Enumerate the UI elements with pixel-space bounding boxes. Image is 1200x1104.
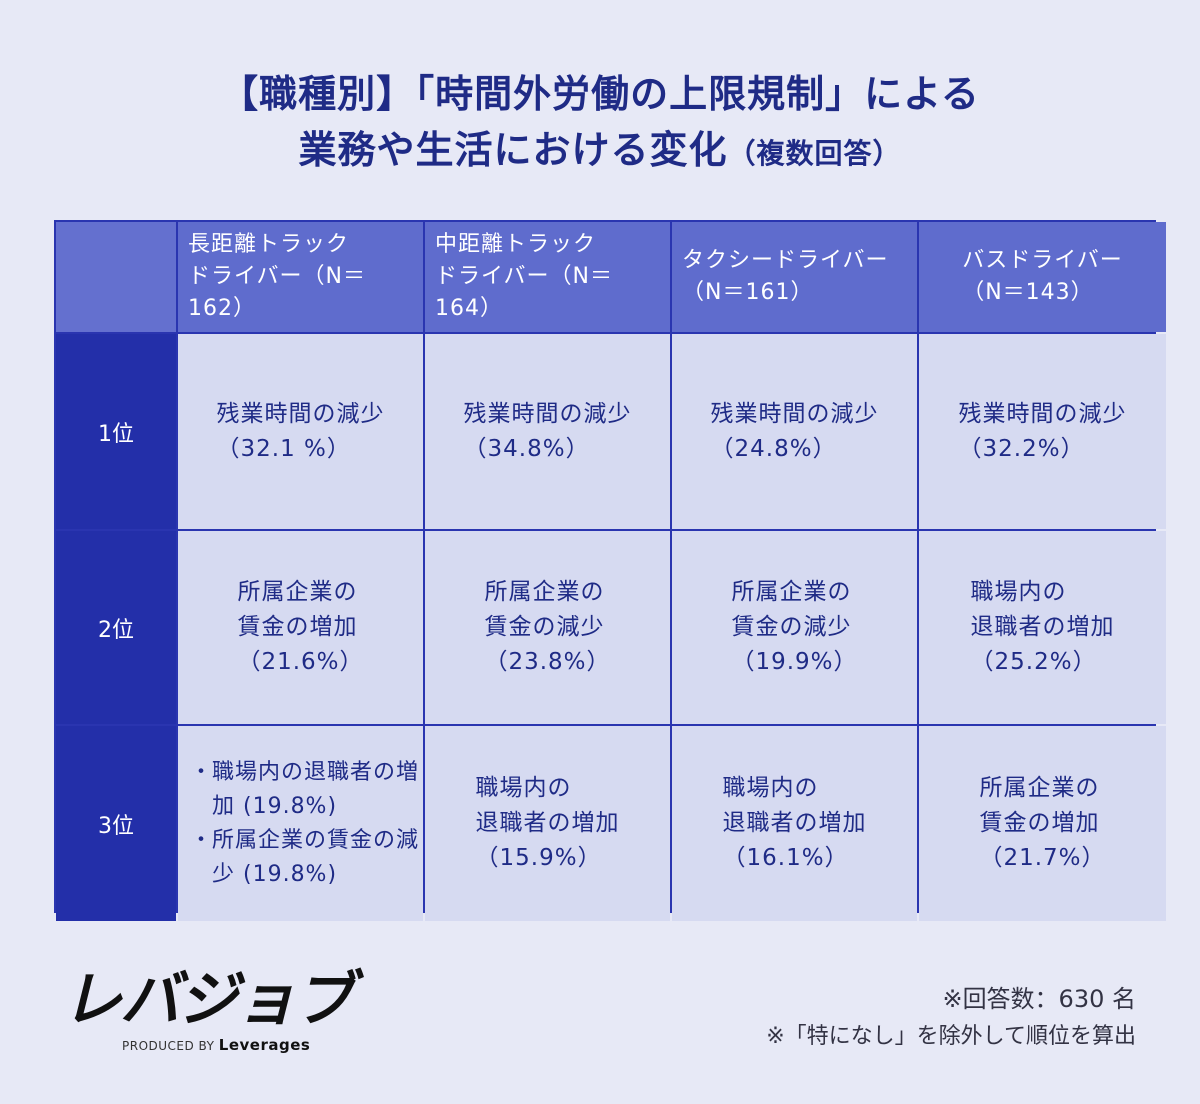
exclusion-note: ※「特になし」を除外して順位を算出 xyxy=(766,1024,1136,1049)
result-line: （15.9%） xyxy=(475,845,602,871)
result-bullet-text: 所属企業の賃金の減少 (19.8%) xyxy=(212,827,420,887)
chart-title: 【職種別】「時間外労働の上限規制」による 業務や生活における変化（複数回答） xyxy=(0,70,1200,182)
result-line: 退職者の増加 xyxy=(475,810,620,836)
result-cell: ・職場内の退職者の増加 (19.8%) ・所属企業の賃金の減少 (19.8%) xyxy=(178,726,423,921)
footnotes: ※回答数：630 名 ※「特になし」を除外して順位を算出 xyxy=(766,980,1136,1056)
result-line: 所属企業の xyxy=(237,579,358,605)
produced-by-label: PRODUCED BY xyxy=(122,1039,215,1053)
result-text: 残業時間の減少 （24.8%） xyxy=(711,397,879,467)
column-header-line-1: バスドライバー xyxy=(962,248,1123,273)
result-line: （21.7%） xyxy=(979,845,1106,871)
result-line: （25.2%） xyxy=(970,649,1097,675)
result-line: 残業時間の減少 xyxy=(958,400,1127,427)
bullet-dot: ・ xyxy=(190,759,214,785)
column-header-line-2: （N＝143） xyxy=(962,280,1094,305)
result-text: 職場内の退職者の増加 （16.1%） xyxy=(723,771,867,876)
rank-label-2: 2位 xyxy=(56,531,176,724)
result-cell: 所属企業の賃金の増加 （21.6%） xyxy=(178,531,423,724)
result-line: （19.9%） xyxy=(731,649,858,675)
result-cell: 残業時間の減少 （24.8%） xyxy=(672,334,917,529)
result-line: 残業時間の減少 xyxy=(710,400,879,427)
result-line: （16.1%） xyxy=(722,845,849,871)
result-text: 所属企業の賃金の減少 （23.8%） xyxy=(484,575,610,680)
result-text: 所属企業の賃金の増加 （21.6%） xyxy=(237,575,363,680)
result-line: 残業時間の減少 xyxy=(216,400,385,427)
result-bullet-list: ・職場内の退職者の増加 (19.8%) ・所属企業の賃金の減少 (19.8%) xyxy=(178,756,423,892)
result-bullet-item: ・職場内の退職者の増加 (19.8%) xyxy=(178,756,423,824)
result-line: 残業時間の減少 xyxy=(463,400,632,427)
result-line: 賃金の減少 xyxy=(731,614,852,640)
result-text: 残業時間の減少 （34.8%） xyxy=(464,397,632,467)
bullet-dot: ・ xyxy=(190,827,214,853)
column-header-text: 中距離トラックドライバー（N＝164） xyxy=(435,229,670,325)
column-header-line-1: 中距離トラック xyxy=(435,232,597,257)
brand-name: Leverages xyxy=(218,1036,311,1054)
result-cell: 残業時間の減少 （34.8%） xyxy=(425,334,670,529)
result-text: 所属企業の賃金の増加 （21.7%） xyxy=(979,771,1105,876)
result-text: 残業時間の減少 （32.2%） xyxy=(959,397,1127,467)
logo-produced-by: PRODUCED BY Leverages xyxy=(122,1036,352,1054)
rank-label-1: 1位 xyxy=(56,334,176,529)
result-line: （32.1 %） xyxy=(216,435,351,462)
result-cell: 所属企業の賃金の増加 （21.7%） xyxy=(919,726,1166,921)
column-header-line-2: ドライバー（N＝164） xyxy=(435,264,614,321)
title-line-2: 業務や生活における変化（複数回答） xyxy=(0,122,1200,182)
result-cell: 所属企業の賃金の減少 （23.8%） xyxy=(425,531,670,724)
result-line: 職場内の xyxy=(475,775,572,801)
column-header-1: 長距離トラックドライバー（N＝162） xyxy=(178,222,423,332)
result-line: 職場内の xyxy=(970,579,1067,605)
ranking-table: 長距離トラック ドライバー（N＝162） 中距離トラック ドライバー（N＝164） タク… xyxy=(54,220,1166,921)
logo-wordmark: レバジョブ xyxy=(62,965,354,1035)
result-line: 賃金の増加 xyxy=(979,810,1100,836)
column-header-2: 中距離トラックドライバー（N＝164） xyxy=(425,222,670,332)
result-bullet-text: 職場内の退職者の増加 (19.8%) xyxy=(212,759,420,819)
result-line: 賃金の増加 xyxy=(237,614,358,640)
column-header-text: 長距離トラックドライバー（N＝162） xyxy=(188,229,423,325)
result-cell: 職場内の退職者の増加 （25.2%） xyxy=(919,531,1166,724)
result-line: （24.8%） xyxy=(710,435,837,462)
title-line-2-main: 業務や生活における変化 xyxy=(298,128,728,172)
result-line: 退職者の増加 xyxy=(970,614,1115,640)
rank-label-3: 3位 xyxy=(56,726,176,921)
result-line: 所属企業の xyxy=(731,579,852,605)
column-header-line-1: 長距離トラック xyxy=(188,232,350,257)
column-header-4: バスドライバー （N＝143） xyxy=(919,222,1166,332)
result-text: 職場内の退職者の増加 （15.9%） xyxy=(476,771,620,876)
leverages-logo: レバジョブ PRODUCED BY Leverages xyxy=(62,965,354,1054)
result-line: 賃金の減少 xyxy=(484,614,605,640)
column-header-line-2: ドライバー（N＝162） xyxy=(188,264,367,321)
result-cell: 残業時間の減少 （32.2%） xyxy=(919,334,1166,529)
result-text: 残業時間の減少 （32.1 %） xyxy=(217,397,385,467)
result-line: （32.2%） xyxy=(958,435,1085,462)
table-corner-cell xyxy=(56,222,176,332)
result-line: 所属企業の xyxy=(979,775,1100,801)
result-line: 所属企業の xyxy=(484,579,605,605)
result-text: 職場内の退職者の増加 （25.2%） xyxy=(971,575,1115,680)
column-header-text: タクシードライバー （N＝161） xyxy=(682,245,889,309)
column-header-line-1: タクシードライバー xyxy=(682,248,889,273)
result-cell: 残業時間の減少 （32.1 %） xyxy=(178,334,423,529)
title-line-1: 【職種別】「時間外労働の上限規制」による xyxy=(220,72,980,116)
result-line: （34.8%） xyxy=(463,435,590,462)
title-line-2-note: （複数回答） xyxy=(727,137,902,170)
result-line: （21.6%） xyxy=(237,649,364,675)
result-bullet-item: ・所属企業の賃金の減少 (19.8%) xyxy=(178,824,423,892)
respondent-count-note: ※回答数：630 名 xyxy=(942,985,1136,1013)
result-text: 所属企業の賃金の減少 （19.9%） xyxy=(731,575,857,680)
result-cell: 職場内の退職者の増加 （16.1%） xyxy=(672,726,917,921)
result-line: 退職者の増加 xyxy=(722,810,867,836)
column-header-3: タクシードライバー （N＝161） xyxy=(672,222,917,332)
result-line: （23.8%） xyxy=(484,649,611,675)
column-header-line-2: （N＝161） xyxy=(682,280,814,305)
result-cell: 職場内の退職者の増加 （15.9%） xyxy=(425,726,670,921)
result-cell: 所属企業の賃金の減少 （19.9%） xyxy=(672,531,917,724)
result-line: 職場内の xyxy=(722,775,819,801)
column-header-text: バスドライバー （N＝143） xyxy=(962,245,1123,309)
